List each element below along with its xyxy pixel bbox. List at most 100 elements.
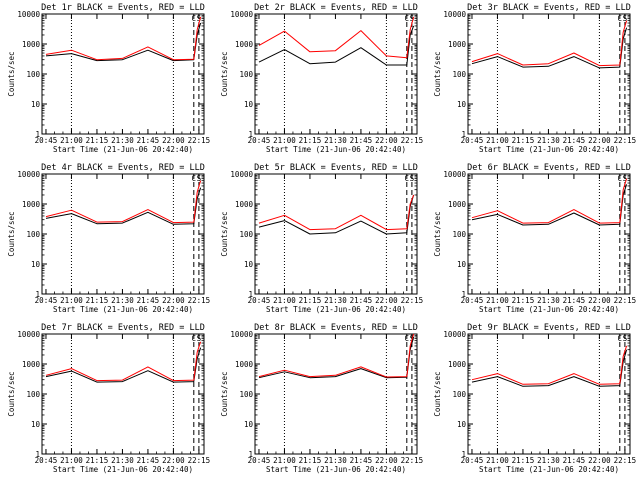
- series-line-lld: [471, 20, 628, 67]
- x-tick-label: 21:30: [324, 136, 347, 145]
- marker-letter: S: [197, 334, 202, 343]
- x-tick-label: 21:00: [273, 136, 296, 145]
- y-axis-label: Counts/sec: [220, 51, 229, 96]
- marker-letter: S: [623, 14, 628, 23]
- plot-frame: [467, 173, 631, 295]
- x-tick-label: 21:30: [324, 296, 347, 305]
- marker-letter: C: [192, 174, 197, 183]
- det-panel-3: Det 3r BLACK = Events, RED = LLD 1 10 100 10…: [433, 3, 636, 154]
- x-tick-label: 22:00: [588, 456, 611, 465]
- x-tick-label: 21:45: [563, 456, 586, 465]
- x-tick-label: 22:00: [162, 296, 185, 305]
- y-tick-label: 10: [244, 100, 254, 109]
- y-tick-label: 1000: [448, 40, 467, 49]
- y-tick-label: 1: [461, 130, 466, 139]
- series-line-lld: [45, 16, 202, 61]
- panel-title: Det 8r BLACK = Events, RED = LLD: [254, 323, 418, 333]
- y-tick-label: 1000: [22, 200, 41, 209]
- marker-letter: S: [623, 334, 628, 343]
- x-tick-label: 20:45: [461, 296, 484, 305]
- series-line-events: [471, 184, 628, 226]
- y-tick-label: 10000: [443, 170, 466, 179]
- y-tick-label: 10000: [443, 10, 466, 19]
- y-tick-label: 10000: [230, 170, 253, 179]
- plot-frame: [41, 333, 205, 455]
- series-line-events: [471, 27, 628, 69]
- y-tick-label: 1: [35, 290, 40, 299]
- y-axis-label: Counts/sec: [7, 51, 16, 96]
- y-tick-label: 100: [239, 390, 253, 399]
- y-tick-label: 10: [457, 260, 467, 269]
- y-tick-label: 10000: [443, 330, 466, 339]
- x-tick-label: 20:45: [248, 296, 271, 305]
- y-tick-label: 1: [248, 130, 253, 139]
- plot-frame: [254, 13, 418, 135]
- series-line-events: [45, 187, 202, 225]
- x-axis-label: Start Time (21-Jun-06 20:42:40): [53, 145, 193, 154]
- x-tick-label: 22:15: [614, 456, 637, 465]
- marker-letter: C: [192, 14, 197, 23]
- series-line-lld: [258, 194, 415, 231]
- y-tick-label: 10: [244, 420, 254, 429]
- series-line-lld: [471, 345, 628, 385]
- x-tick-label: 21:30: [111, 296, 134, 305]
- y-tick-label: 10000: [230, 10, 253, 19]
- x-tick-label: 22:00: [162, 456, 185, 465]
- x-tick-label: 22:00: [375, 136, 398, 145]
- x-axis-label: Start Time (21-Jun-06 20:42:40): [479, 145, 619, 154]
- series-line-events: [45, 347, 202, 383]
- x-tick-label: 21:00: [486, 456, 509, 465]
- x-tick-label: 21:30: [537, 296, 560, 305]
- x-tick-label: 21:15: [299, 136, 322, 145]
- marker-letter: S: [410, 14, 415, 23]
- marker-letter: C: [192, 334, 197, 343]
- y-tick-label: 100: [452, 390, 466, 399]
- plot-frame: [467, 333, 631, 455]
- x-tick-label: 22:00: [588, 296, 611, 305]
- x-tick-label: 22:15: [614, 296, 637, 305]
- y-tick-label: 10000: [230, 330, 253, 339]
- x-tick-label: 20:45: [461, 136, 484, 145]
- y-tick-label: 10000: [17, 330, 40, 339]
- y-tick-label: 10: [31, 260, 41, 269]
- det-panel-7: Det 7r BLACK = Events, RED = LLD 1 10 100 10…: [7, 323, 210, 474]
- x-tick-label: 21:00: [486, 296, 509, 305]
- x-tick-label: 21:00: [486, 136, 509, 145]
- y-axis-label: Counts/sec: [433, 211, 442, 256]
- y-tick-label: 100: [239, 230, 253, 239]
- x-tick-label: 21:45: [350, 136, 373, 145]
- x-tick-label: 21:15: [299, 456, 322, 465]
- y-tick-label: 1000: [235, 200, 254, 209]
- y-tick-label: 1: [35, 450, 40, 459]
- x-tick-label: 21:00: [60, 136, 83, 145]
- x-tick-label: 22:00: [162, 136, 185, 145]
- series-line-lld: [258, 16, 415, 59]
- x-tick-label: 20:45: [248, 456, 271, 465]
- marker-letter: C: [405, 334, 410, 343]
- det-panel-9: Det 9r BLACK = Events, RED = LLD 1 10 100 10…: [433, 323, 636, 474]
- x-tick-label: 21:45: [563, 296, 586, 305]
- series-line-lld: [471, 178, 628, 224]
- x-axis-label: Start Time (21-Jun-06 20:42:40): [266, 465, 406, 474]
- plot-frame: [41, 13, 205, 135]
- y-tick-label: 100: [452, 230, 466, 239]
- x-tick-label: 22:15: [188, 456, 211, 465]
- panel-title: Det 9r BLACK = Events, RED = LLD: [467, 323, 631, 333]
- x-tick-label: 20:45: [35, 456, 58, 465]
- x-tick-label: 22:00: [588, 136, 611, 145]
- series-line-lld: [45, 341, 202, 382]
- plot-frame: [467, 13, 631, 135]
- det-panel-2: Det 2r BLACK = Events, RED = LLD 1 10 100 10…: [220, 3, 423, 154]
- y-tick-label: 1: [248, 290, 253, 299]
- x-tick-label: 20:45: [248, 136, 271, 145]
- x-tick-label: 21:15: [512, 136, 535, 145]
- x-tick-label: 21:30: [111, 136, 134, 145]
- y-tick-label: 10: [457, 420, 467, 429]
- y-tick-label: 10: [31, 420, 41, 429]
- x-tick-label: 21:30: [537, 456, 560, 465]
- x-tick-label: 21:15: [86, 456, 109, 465]
- marker-letter: S: [197, 14, 202, 23]
- panel-title: Det 5r BLACK = Events, RED = LLD: [254, 163, 418, 173]
- y-tick-label: 1: [248, 450, 253, 459]
- x-tick-label: 20:45: [35, 296, 58, 305]
